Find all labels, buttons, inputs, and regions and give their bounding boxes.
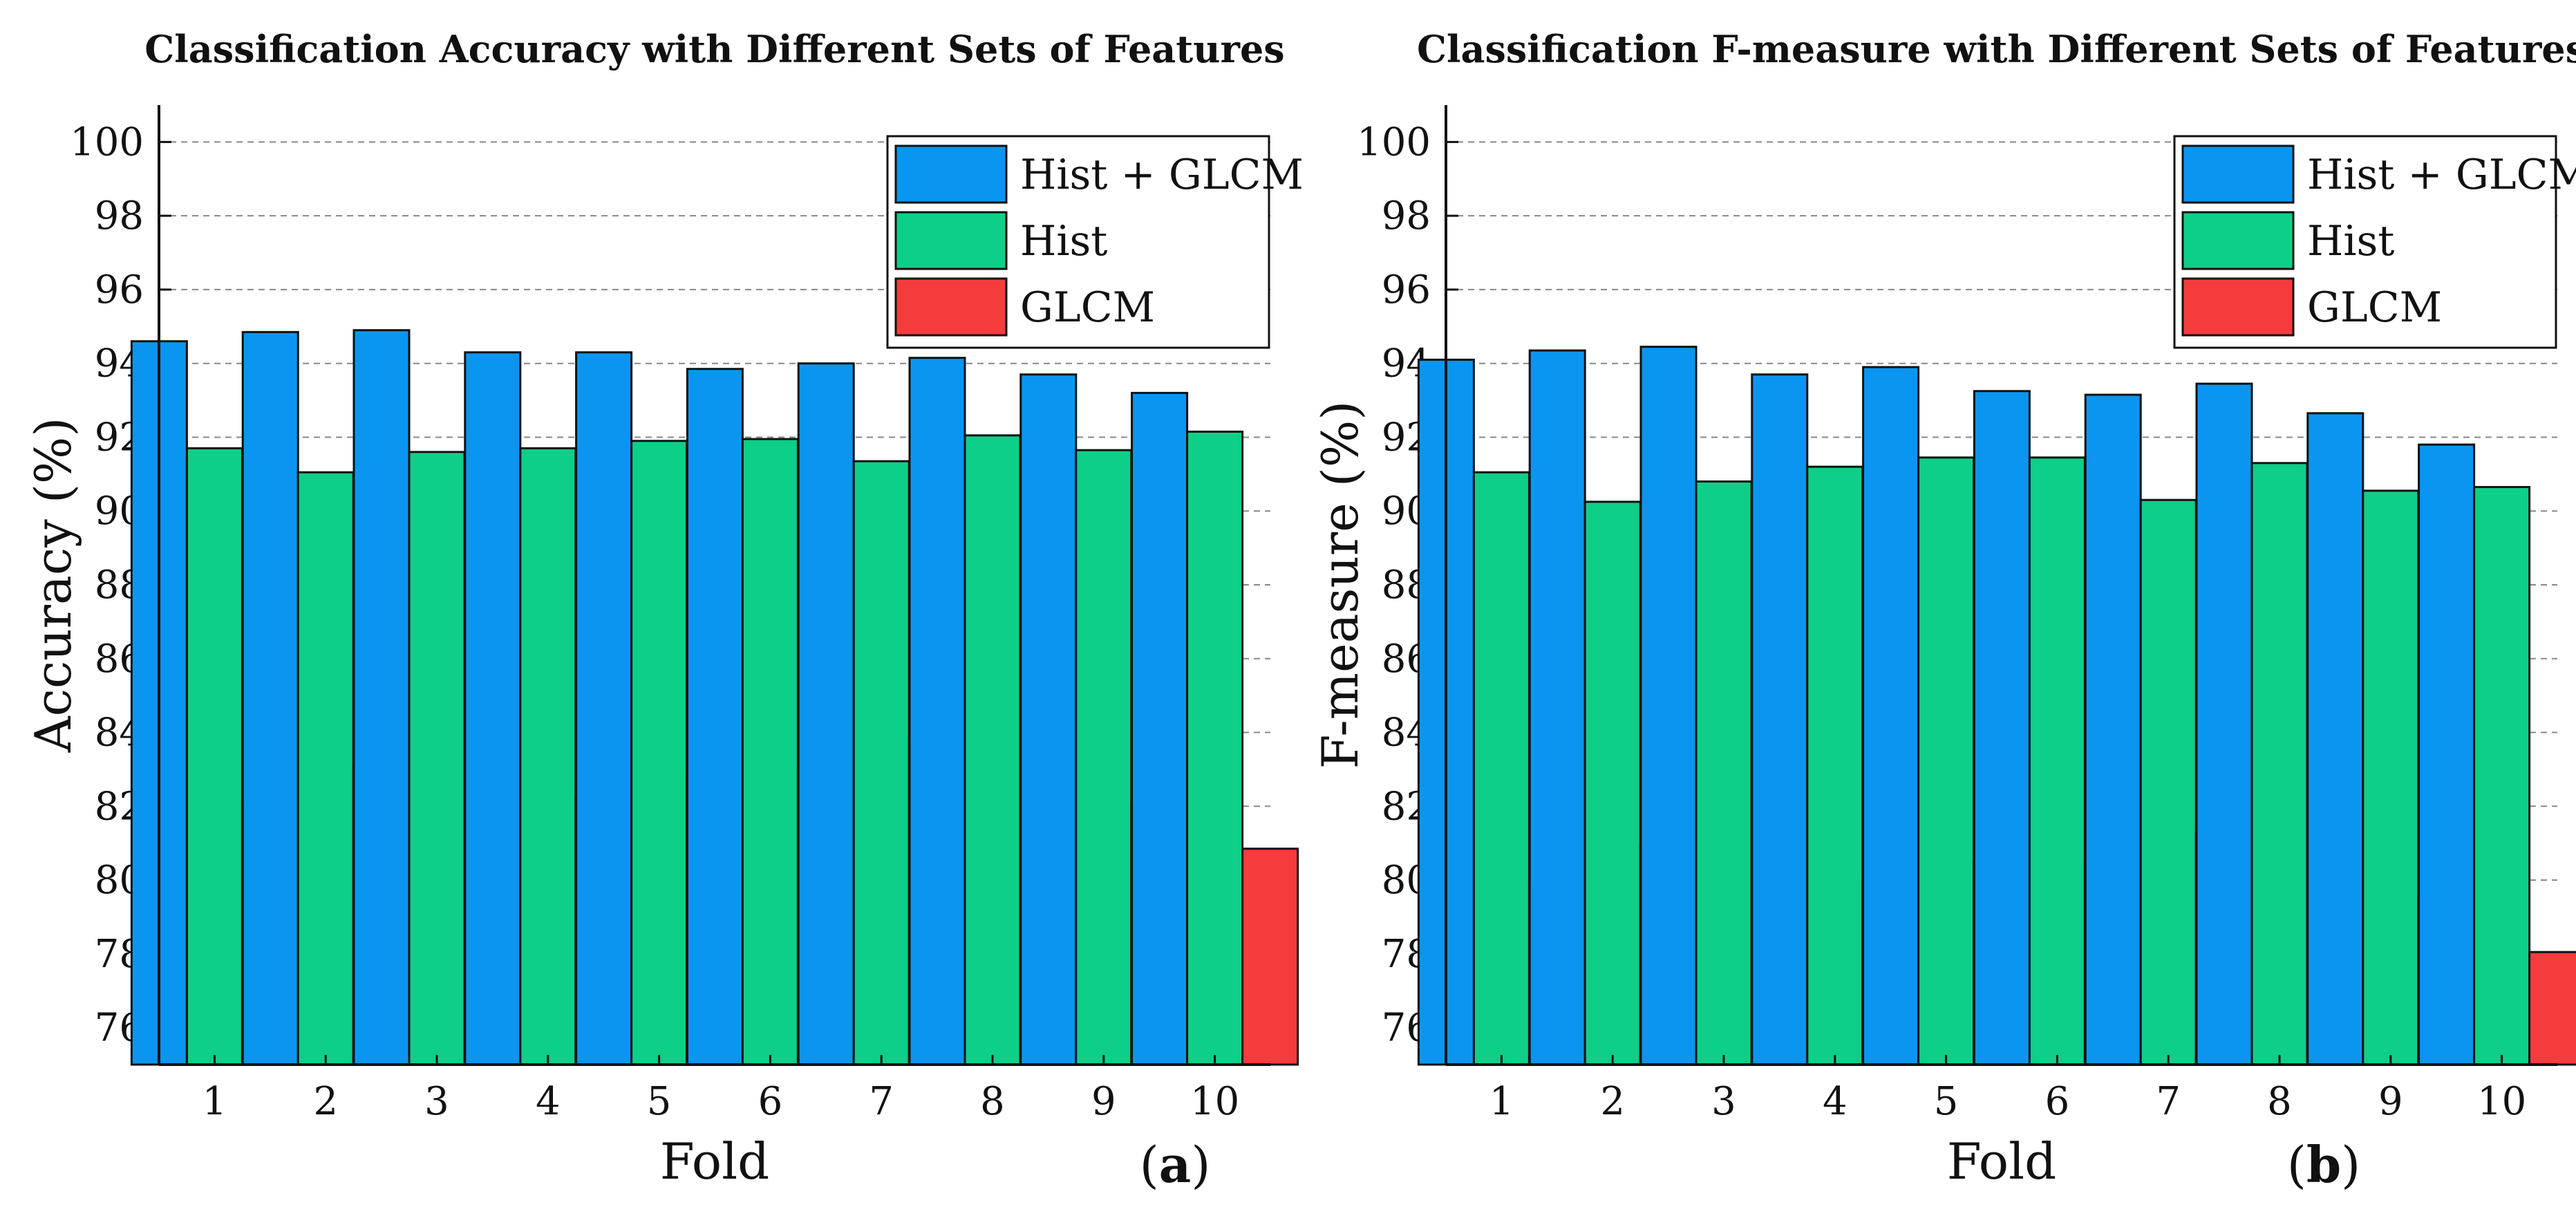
- chart-panel-1: Classification Accuracy with Different S…: [24, 27, 1304, 1194]
- x-tick-label: 3: [1711, 1079, 1736, 1124]
- x-tick-label: 6: [2045, 1079, 2070, 1124]
- bar-hist-fold-2: [297, 471, 355, 1066]
- bar-hist-glcm-fold-6: [1973, 390, 2031, 1066]
- chart-title: Classification Accuracy with Different S…: [144, 27, 1284, 71]
- y-tick-label: 98: [95, 194, 144, 238]
- x-tick-label: 3: [424, 1079, 449, 1124]
- x-tick-label: 10: [1190, 1079, 1239, 1124]
- legend-label: GLCM: [2307, 283, 2442, 332]
- bar-glcm-fold-10: [1241, 848, 1299, 1066]
- panel-label: (b): [2287, 1135, 2361, 1194]
- bar-hist-glcm-fold-5: [1862, 366, 1920, 1066]
- bar-hist-fold-1: [1472, 471, 1530, 1066]
- bar-hist-glcm-fold-9: [1019, 373, 1078, 1066]
- bar-hist-glcm-fold-5: [575, 351, 633, 1066]
- y-axis-label: Accuracy (%): [24, 418, 82, 754]
- bar-hist-fold-4: [1806, 465, 1864, 1066]
- panel-label: (a): [1140, 1135, 1211, 1194]
- bar-hist-glcm-fold-3: [352, 329, 411, 1066]
- bar-hist-fold-8: [2250, 462, 2309, 1066]
- bar-hist-fold-5: [1917, 456, 1975, 1066]
- bar-hist-glcm-fold-6: [686, 368, 744, 1066]
- legend-label: Hist + GLCM: [1020, 151, 1304, 199]
- chart-panel-2: Classification F-measure with Different …: [1311, 27, 2576, 1194]
- bar-hist-glcm-fold-10: [1131, 391, 1189, 1066]
- x-tick-label: 2: [313, 1079, 338, 1124]
- x-tick-label: 9: [2378, 1079, 2403, 1124]
- bar-hist-fold-6: [2028, 456, 2086, 1066]
- bar-hist-glcm-fold-9: [2306, 412, 2365, 1066]
- bar-hist-glcm-fold-10: [2418, 443, 2476, 1066]
- x-tick-label: 1: [1489, 1079, 1514, 1124]
- legend-label: Hist: [1020, 217, 1107, 265]
- y-tick-label: 98: [1382, 194, 1431, 238]
- y-tick-label: 100: [1357, 120, 1431, 165]
- bar-hist-fold-7: [852, 460, 910, 1066]
- bar-hist-glcm-fold-2: [241, 330, 299, 1066]
- x-tick-label: 2: [1600, 1079, 1625, 1124]
- x-tick-label: 4: [536, 1079, 561, 1124]
- x-tick-label: 9: [1091, 1079, 1116, 1124]
- chart-title: Classification F-measure with Different …: [1417, 27, 2576, 71]
- legend-swatch: [894, 277, 1008, 337]
- legend-swatch: [894, 211, 1008, 270]
- bar-hist-fold-10: [2473, 486, 2531, 1066]
- bar-hist-fold-9: [1075, 449, 1133, 1066]
- x-tick-label: 5: [647, 1079, 672, 1124]
- bar-hist-fold-4: [519, 447, 577, 1066]
- bar-hist-glcm-fold-8: [2195, 382, 2253, 1066]
- bar-hist-fold-10: [1186, 430, 1244, 1066]
- x-tick-label: 8: [2267, 1079, 2292, 1124]
- x-tick-label: 4: [1823, 1079, 1848, 1124]
- y-axis-label: F-measure (%): [1311, 401, 1369, 769]
- bar-hist-glcm-fold-8: [908, 357, 966, 1066]
- x-tick-label: 10: [2477, 1079, 2526, 1124]
- bar-glcm-fold-10: [2528, 951, 2576, 1066]
- bar-hist-fold-1: [185, 447, 243, 1066]
- bar-hist-fold-5: [630, 440, 688, 1066]
- bar-hist-fold-7: [2139, 498, 2197, 1066]
- bar-hist-glcm-fold-7: [797, 362, 855, 1066]
- bar-hist-fold-3: [408, 451, 466, 1066]
- x-axis-label: Fold: [1947, 1132, 2056, 1190]
- x-tick-label: 7: [869, 1079, 894, 1124]
- y-tick-label: 96: [1382, 268, 1431, 312]
- x-tick-label: 6: [758, 1079, 783, 1124]
- bar-hist-glcm-fold-4: [464, 351, 522, 1066]
- legend-swatch: [894, 144, 1008, 204]
- bar-hist-fold-6: [741, 438, 799, 1066]
- legend-label: GLCM: [1020, 283, 1155, 332]
- bar-hist-fold-9: [2362, 489, 2420, 1066]
- bar-hist-glcm-fold-3: [1639, 346, 1698, 1066]
- x-tick-label: 7: [2156, 1079, 2181, 1124]
- bar-hist-fold-3: [1695, 480, 1753, 1066]
- x-tick-label: 8: [980, 1079, 1005, 1124]
- bar-hist-fold-8: [963, 434, 1022, 1066]
- bar-hist-fold-2: [1583, 500, 1642, 1066]
- x-tick-label: 1: [203, 1079, 227, 1124]
- bar-hist-glcm-fold-7: [2084, 393, 2142, 1066]
- legend-swatch: [2181, 277, 2295, 337]
- bar-hist-glcm-fold-2: [1528, 349, 1586, 1066]
- legend-label: Hist: [2307, 217, 2394, 265]
- x-tick-label: 5: [1934, 1079, 1959, 1124]
- legend-swatch: [2181, 144, 2295, 204]
- y-tick-label: 96: [95, 268, 144, 312]
- bar-hist-glcm-fold-4: [1751, 373, 1809, 1066]
- legend-label: Hist + GLCM: [2307, 151, 2576, 199]
- y-tick-label: 100: [70, 120, 144, 165]
- legend-swatch: [2181, 211, 2295, 270]
- x-axis-label: Fold: [660, 1132, 769, 1190]
